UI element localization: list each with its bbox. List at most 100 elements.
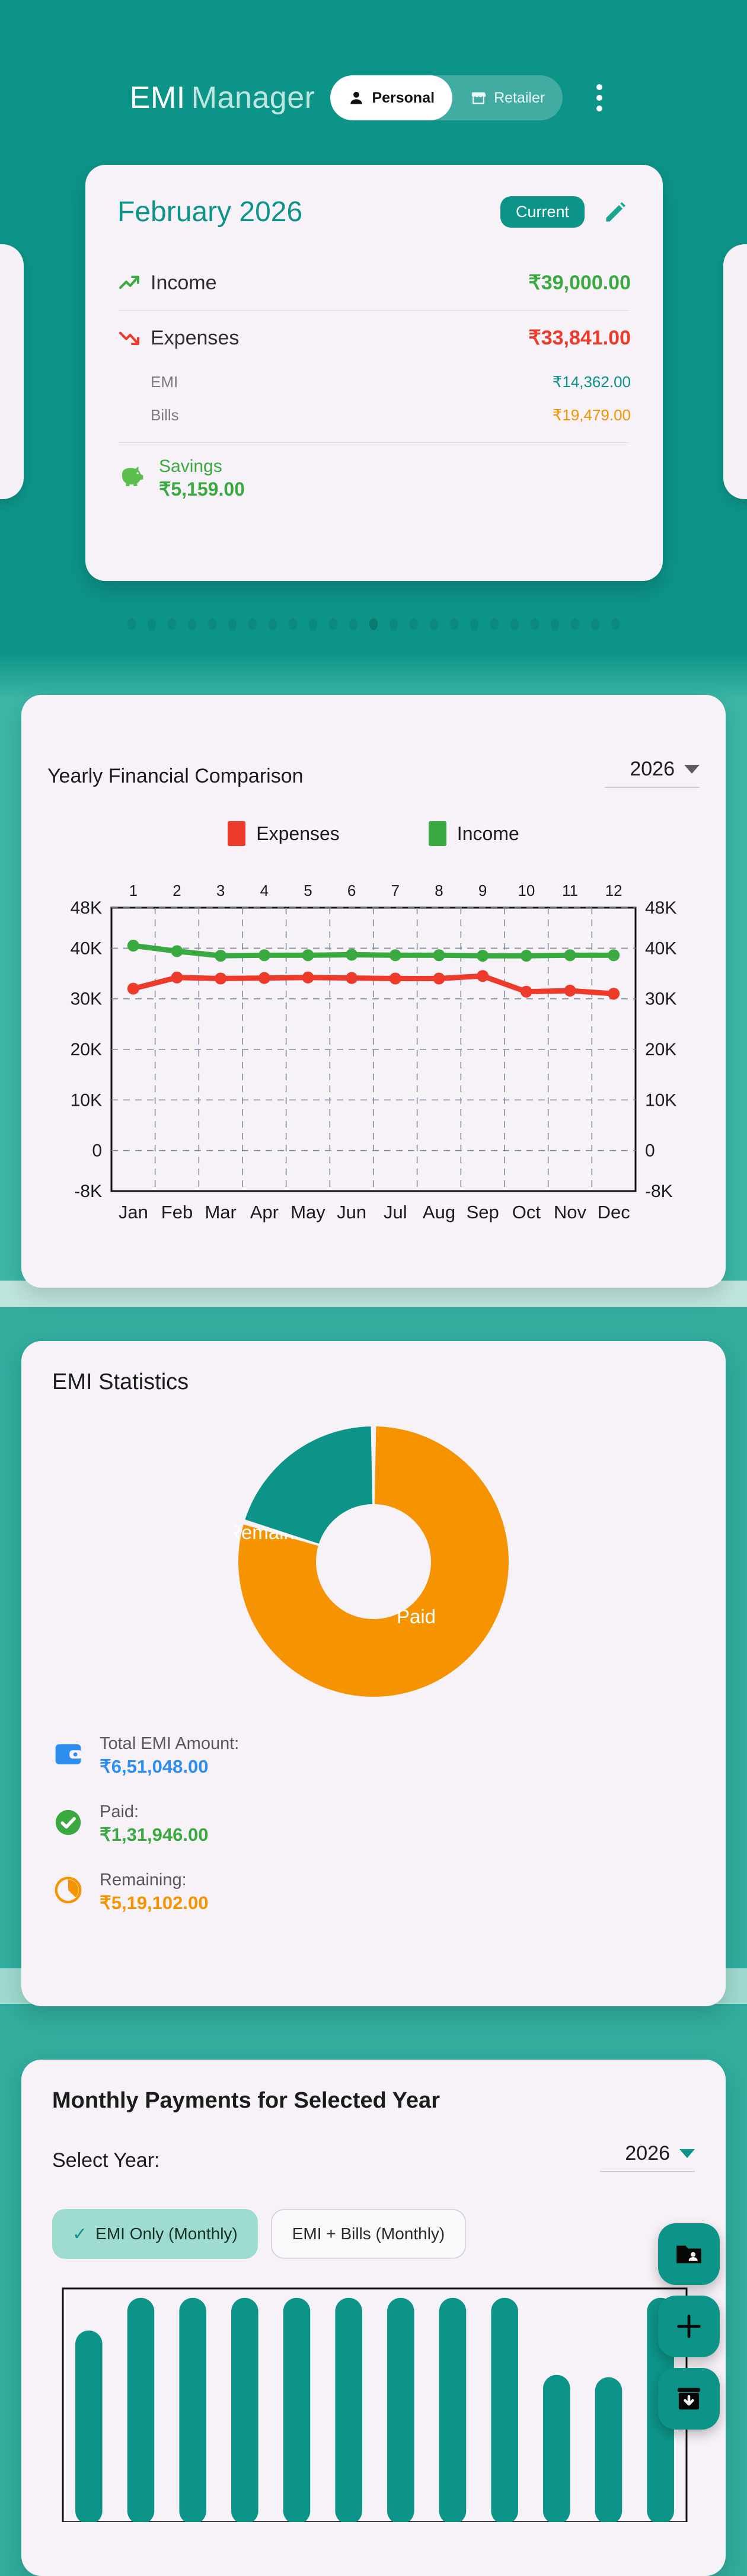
pagination-dot[interactable]: [269, 618, 277, 630]
y-tick-right: 48K: [645, 898, 676, 918]
bar: [595, 2377, 622, 2524]
legend-swatch: [228, 821, 246, 846]
pagination-dot[interactable]: [591, 618, 599, 630]
divider: [119, 442, 630, 443]
data-point: [564, 949, 576, 962]
carousel-peek-next[interactable]: [723, 244, 747, 499]
x-tick-top: 9: [478, 882, 487, 899]
y-tick-left: 0: [92, 1141, 102, 1161]
payment-mode-toggles[interactable]: ✓ EMI Only (Monthly) EMI + Bills (Monthl…: [52, 2209, 695, 2259]
data-point: [258, 949, 270, 962]
pagination-dot[interactable]: [127, 618, 136, 630]
pagination-dot[interactable]: [450, 618, 458, 630]
tab-retailer[interactable]: Retailer: [452, 75, 563, 120]
savings-value: ₹5,159.00: [159, 478, 245, 500]
x-tick-top: 6: [347, 882, 356, 899]
data-point: [564, 984, 576, 997]
payments-title: Monthly Payments for Selected Year: [52, 2088, 440, 2113]
carousel-pagination[interactable]: [0, 618, 747, 630]
data-point: [171, 971, 183, 984]
pagination-dot[interactable]: [188, 618, 196, 630]
emi-label: EMI: [151, 372, 178, 391]
stat-row-total: Total EMI Amount: ₹6,51,048.00: [52, 1733, 695, 1779]
legend-label: Income: [456, 822, 519, 844]
data-point: [389, 949, 401, 962]
expenses-label: Expenses: [151, 326, 240, 349]
select-year-label: Select Year:: [52, 2149, 160, 2172]
pagination-dot[interactable]: [289, 618, 297, 630]
y-tick-left: -8K: [74, 1182, 102, 1201]
trend-up-icon: [117, 271, 151, 295]
expense-breakdown-emi: EMI ₹14,362.00: [117, 365, 631, 398]
mode-segmented-control[interactable]: Personal Retailer: [330, 75, 563, 120]
y-tick-left: 30K: [71, 989, 102, 1009]
carousel-peek-previous[interactable]: [0, 244, 24, 499]
statistics-title: EMI Statistics: [52, 1370, 189, 1394]
pagination-dot[interactable]: [430, 618, 438, 630]
x-tick-label: Jan: [119, 1202, 148, 1222]
pagination-dot[interactable]: [470, 618, 478, 630]
check-circle-icon: [52, 1806, 84, 1841]
piggy-bank-icon: [117, 463, 148, 493]
bar: [439, 2297, 467, 2524]
savings-text: Savings ₹5,159.00: [159, 456, 245, 501]
stat-text: Paid: ₹1,31,946.00: [100, 1801, 209, 1847]
x-tick-label: Sep: [467, 1202, 499, 1222]
folder-shared-icon[interactable]: [658, 2223, 720, 2285]
pagination-dot[interactable]: [510, 618, 519, 630]
pagination-dot[interactable]: [369, 618, 378, 630]
person-icon: [348, 90, 365, 106]
donut-slice: [238, 1426, 509, 1697]
chevron-down-icon: [679, 2149, 695, 2158]
data-point: [477, 950, 489, 962]
x-tick-top: 2: [173, 882, 181, 899]
pagination-dot[interactable]: [551, 618, 559, 630]
archive-download-icon[interactable]: [658, 2368, 720, 2430]
pencil-icon[interactable]: [600, 197, 631, 228]
x-tick-label: Aug: [423, 1202, 455, 1222]
data-point: [302, 949, 314, 962]
pagination-dot[interactable]: [208, 618, 216, 630]
pagination-dot[interactable]: [611, 618, 620, 630]
pagination-dot[interactable]: [309, 618, 317, 630]
comparison-year-value: 2026: [630, 758, 675, 780]
chevron-down-icon: [684, 765, 700, 774]
data-point: [608, 988, 620, 1000]
pagination-dot[interactable]: [531, 618, 539, 630]
pagination-dot[interactable]: [168, 618, 176, 630]
toggle-emi-plus-bills[interactable]: EMI + Bills (Monthly): [270, 2209, 467, 2259]
pagination-dot[interactable]: [349, 618, 357, 630]
stat-label: Paid:: [100, 1802, 139, 1821]
payments-year-select[interactable]: 2026: [600, 2142, 695, 2172]
line-chart: 1 2 3 4 5 6 7 8 9 10 11 12 48K 48K 40K 40K 30K 30K 20K 20K 1…: [47, 873, 700, 1235]
plus-icon[interactable]: [658, 2296, 720, 2357]
y-tick-right: -8K: [645, 1182, 673, 1201]
brand-secondary: Manager: [191, 81, 315, 115]
pagination-dot[interactable]: [329, 618, 337, 630]
check-icon: ✓: [72, 2224, 88, 2244]
tab-personal[interactable]: Personal: [330, 75, 453, 120]
pagination-dot[interactable]: [248, 618, 257, 630]
x-tick-top: 11: [562, 882, 578, 899]
pagination-dot[interactable]: [571, 618, 579, 630]
donut-slice: [245, 1426, 373, 1544]
toggle-emi-only[interactable]: ✓ EMI Only (Monthly): [52, 2209, 258, 2259]
comparison-year-select[interactable]: 2026: [605, 758, 700, 788]
x-tick-top: 3: [216, 882, 225, 899]
pagination-dot[interactable]: [490, 618, 499, 630]
legend-item-income: Income: [428, 821, 519, 846]
pagination-dot[interactable]: [390, 618, 398, 630]
stat-value: ₹1,31,946.00: [100, 1824, 209, 1845]
more-vertical-icon[interactable]: [582, 74, 617, 122]
pagination-dot[interactable]: [410, 618, 418, 630]
x-tick-label: Dec: [598, 1202, 630, 1222]
pagination-dot[interactable]: [228, 618, 237, 630]
legend-label: Expenses: [256, 822, 340, 844]
y-tick-left: 20K: [71, 1040, 102, 1059]
y-tick-right: 10K: [645, 1090, 676, 1110]
floating-action-buttons: [658, 2223, 720, 2430]
brand-primary: EMI: [129, 81, 186, 115]
app-title: EMI Manager: [130, 80, 315, 116]
pagination-dot[interactable]: [148, 618, 156, 630]
